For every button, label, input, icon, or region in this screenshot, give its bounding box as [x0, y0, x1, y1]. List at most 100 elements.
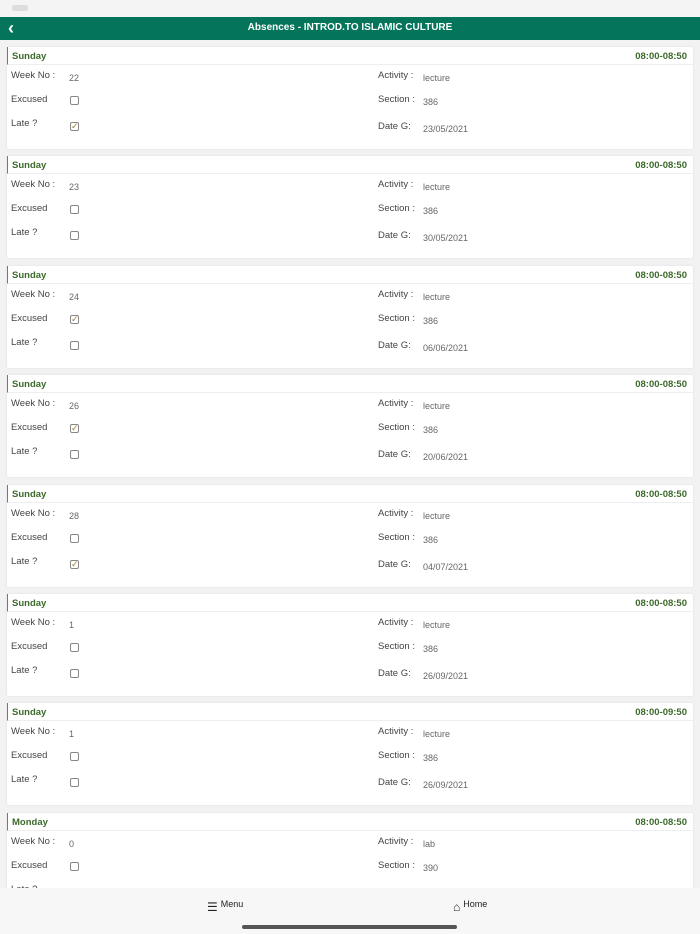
- section-label: Section :: [378, 531, 415, 543]
- excused-checkbox[interactable]: [70, 861, 79, 871]
- date-label: Date G:: [378, 121, 411, 132]
- day-label: Sunday: [12, 707, 47, 719]
- card-header: Sunday 08:00-08:50: [7, 156, 693, 175]
- absence-card: Sunday 08:00-08:50 Week No : 22 Excused …: [7, 47, 693, 149]
- excused-checkbox[interactable]: [70, 96, 79, 105]
- home-tab[interactable]: ⌂ Home: [453, 896, 488, 914]
- menu-tab[interactable]: ☰ Menu: [207, 896, 244, 914]
- week-value: 24: [69, 291, 80, 302]
- late-checkbox[interactable]: [70, 669, 79, 678]
- activity-label: Activity :: [378, 726, 414, 738]
- excused-checkbox[interactable]: ✓: [70, 313, 79, 324]
- absence-card: Sunday 08:00-09:50 Week No : 1 Excused L…: [7, 703, 693, 806]
- date-value: 26/09/2021: [423, 671, 469, 681]
- time-range: 08:00-08:50: [635, 816, 687, 828]
- activity-label: Activity :: [378, 617, 414, 628]
- date-label: Date G:: [378, 887, 411, 888]
- day-label: Sunday: [12, 269, 47, 281]
- card-header: Sunday 08:00-08:50: [7, 265, 693, 284]
- absence-card: Sunday 08:00-08:50 Week No : 28 Excused …: [7, 484, 693, 587]
- date-label: Date G:: [378, 668, 411, 679]
- excused-checkbox[interactable]: [70, 752, 79, 762]
- excused-label: Excused: [11, 94, 48, 105]
- section-value: 386: [423, 534, 439, 545]
- section-value: 386: [423, 644, 439, 654]
- date-label: Date G:: [378, 449, 411, 461]
- section-label: Section :: [378, 641, 415, 652]
- bottom-tab-bar: ☰ Menu ⌂ Home: [0, 888, 700, 934]
- excused-label: Excused: [11, 312, 48, 324]
- late-checkbox[interactable]: [70, 450, 79, 460]
- section-label: Section :: [378, 203, 415, 215]
- section-value: 386: [423, 206, 439, 217]
- card-header: Sunday 08:00-08:50: [7, 375, 693, 394]
- section-value: 386: [423, 425, 439, 436]
- week-label: Week No :: [11, 835, 56, 847]
- day-label: Sunday: [12, 598, 47, 609]
- excused-checkbox[interactable]: [70, 533, 79, 543]
- time-range: 08:00-08:50: [635, 269, 687, 281]
- card-header: Sunday 08:00-08:50: [7, 594, 693, 612]
- date-label: Date G:: [378, 230, 411, 242]
- absence-card: Sunday 08:00-08:50 Week No : 1 Excused L…: [7, 594, 693, 696]
- activity-value: lecture: [423, 729, 451, 740]
- excused-label: Excused: [11, 750, 48, 762]
- time-range: 08:00-09:50: [635, 707, 687, 719]
- late-checkbox[interactable]: ✓: [70, 558, 79, 569]
- date-value: 06/06/2021: [423, 342, 469, 353]
- week-label: Week No :: [11, 288, 56, 300]
- week-value: 26: [69, 401, 80, 412]
- back-chevron-icon[interactable]: ‹: [8, 18, 14, 38]
- day-label: Monday: [12, 816, 48, 828]
- day-label: Sunday: [12, 488, 47, 500]
- absence-card: Monday 08:00-08:50 Week No : 0 Excused L…: [7, 812, 693, 888]
- excused-label: Excused: [11, 859, 48, 871]
- activity-value: lecture: [423, 510, 451, 521]
- day-label: Sunday: [12, 51, 47, 62]
- week-label: Week No :: [11, 507, 56, 519]
- activity-label: Activity :: [378, 398, 414, 410]
- week-value: 0: [69, 838, 75, 849]
- excused-label: Excused: [11, 422, 48, 434]
- battery-icon: [12, 5, 28, 11]
- section-label: Section :: [378, 859, 415, 871]
- time-range: 08:00-08:50: [635, 160, 687, 172]
- week-label: Week No :: [11, 70, 56, 81]
- week-label: Week No :: [11, 398, 56, 410]
- late-checkbox[interactable]: [70, 231, 79, 241]
- late-label: Late ?: [11, 227, 38, 239]
- section-label: Section :: [378, 422, 415, 434]
- excused-checkbox[interactable]: [70, 643, 79, 652]
- activity-value: lecture: [423, 620, 451, 630]
- card-header: Sunday 08:00-08:50: [7, 484, 693, 503]
- week-label: Week No :: [11, 726, 56, 738]
- menu-label: Menu: [220, 899, 244, 909]
- excused-label: Excused: [11, 203, 48, 215]
- late-label: Late ?: [11, 336, 38, 348]
- absence-card: Sunday 08:00-08:50 Week No : 23 Excused …: [7, 156, 693, 259]
- week-label: Week No :: [11, 617, 56, 628]
- activity-value: lecture: [423, 291, 451, 302]
- absence-list[interactable]: Sunday 08:00-08:50 Week No : 22 Excused …: [0, 40, 700, 888]
- excused-label: Excused: [11, 641, 48, 652]
- section-value: 390: [423, 862, 439, 873]
- late-checkbox[interactable]: [70, 778, 79, 788]
- section-label: Section :: [378, 94, 415, 105]
- activity-label: Activity :: [378, 70, 414, 81]
- date-label: Date G:: [378, 339, 411, 351]
- page-title: Absences - INTROD.TO ISLAMIC CULTURE: [247, 22, 453, 33]
- late-checkbox[interactable]: ✓: [70, 121, 79, 131]
- home-label: Home: [463, 899, 488, 909]
- excused-checkbox[interactable]: [70, 205, 79, 215]
- week-value: 1: [69, 729, 75, 740]
- late-label: Late ?: [11, 118, 38, 129]
- date-value: 30/05/2021: [423, 233, 469, 244]
- late-checkbox[interactable]: [70, 340, 79, 350]
- activity-label: Activity :: [378, 507, 414, 519]
- late-label: Late ?: [11, 774, 38, 786]
- late-label: Late ?: [11, 665, 38, 676]
- section-value: 386: [423, 315, 439, 326]
- excused-checkbox[interactable]: ✓: [70, 423, 79, 434]
- card-header: Sunday 08:00-08:50: [7, 47, 693, 65]
- time-range: 08:00-08:50: [635, 51, 687, 62]
